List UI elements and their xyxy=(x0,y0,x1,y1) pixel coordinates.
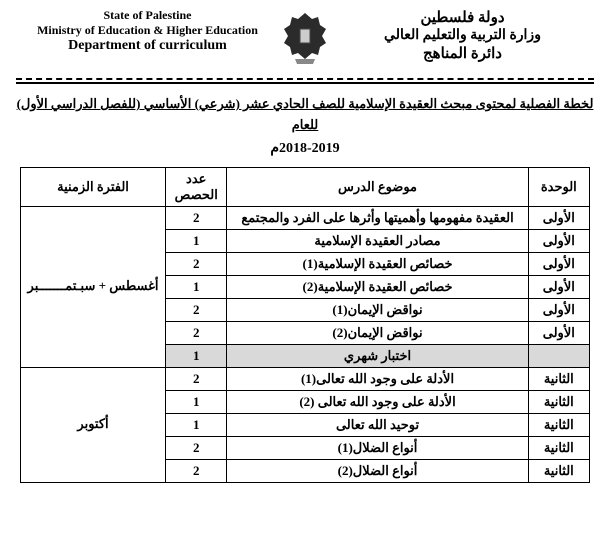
cell-count: 1 xyxy=(166,275,227,298)
cell-topic: أنواع الضلال(1) xyxy=(227,436,528,459)
cell-count: 2 xyxy=(166,298,227,321)
cell-topic: اختبار شهري xyxy=(227,344,528,367)
cell-topic: العقيدة مفهومها وأهميتها وأثرها على الفر… xyxy=(227,206,528,229)
cell-topic: خصائص العقيدة الإسلامية(1) xyxy=(227,252,528,275)
cell-topic: أنواع الضلال(2) xyxy=(227,459,528,482)
cell-topic: توحيد الله تعالى xyxy=(227,413,528,436)
cell-unit: الأولى xyxy=(528,321,589,344)
cell-unit xyxy=(528,344,589,367)
cell-topic: الأدلة على وجود الله تعالى (2) xyxy=(227,390,528,413)
cell-count: 2 xyxy=(166,459,227,482)
header-right-block: دولة فلسطين وزارة التربية والتعليم العال… xyxy=(335,8,590,63)
cell-topic: الأدلة على وجود الله تعالى(1) xyxy=(227,367,528,390)
header-left-block: State of Palestine Ministry of Education… xyxy=(20,8,275,54)
divider-solid xyxy=(16,82,594,84)
cell-count: 2 xyxy=(166,436,227,459)
cell-topic: مصادر العقيدة الإسلامية xyxy=(227,229,528,252)
cell-topic: نواقض الإيمان(1) xyxy=(227,298,528,321)
cell-count: 1 xyxy=(166,413,227,436)
ministry-line-en: Ministry of Education & Higher Education xyxy=(20,23,275,38)
cell-count: 1 xyxy=(166,229,227,252)
department-line-en: Department of curriculum xyxy=(20,38,275,54)
table-row: الأولىالعقيدة مفهومها وأهميتها وأثرها عل… xyxy=(21,206,590,229)
col-header-topic: موضوع الدرس xyxy=(227,167,528,206)
cell-period: أغسطس + سبـتمـــــــبر xyxy=(21,206,166,367)
ministry-line-ar: وزارة التربية والتعليم العالي xyxy=(335,27,590,44)
cell-unit: الأولى xyxy=(528,275,589,298)
col-header-unit: الوحدة xyxy=(528,167,589,206)
cell-unit: الأولى xyxy=(528,252,589,275)
state-line-ar: دولة فلسطين xyxy=(335,8,590,27)
department-line-ar: دائرة المناهج xyxy=(335,44,590,63)
cell-count: 2 xyxy=(166,252,227,275)
table-header-row: الوحدة موضوع الدرس عدد الحصص الفترة الزم… xyxy=(21,167,590,206)
state-line-en: State of Palestine xyxy=(20,8,275,23)
cell-topic: نواقض الإيمان(2) xyxy=(227,321,528,344)
cell-unit: الثانية xyxy=(528,390,589,413)
cell-count: 1 xyxy=(166,344,227,367)
cell-count: 2 xyxy=(166,367,227,390)
divider-dashed xyxy=(16,78,594,80)
cell-unit: الأولى xyxy=(528,298,589,321)
state-emblem-icon xyxy=(275,8,335,68)
cell-topic: خصائص العقيدة الإسلامية(2) xyxy=(227,275,528,298)
col-header-period: الفترة الزمنية xyxy=(21,167,166,206)
table-row: الثانيةالأدلة على وجود الله تعالى(1)2أكت… xyxy=(21,367,590,390)
curriculum-table: الوحدة موضوع الدرس عدد الحصص الفترة الزم… xyxy=(20,167,590,483)
cell-unit: الأولى xyxy=(528,206,589,229)
document-title: لخطة الفصلية لمحتوى مبحث العقيدة الإسلام… xyxy=(0,90,610,140)
cell-unit: الثانية xyxy=(528,459,589,482)
cell-unit: الأولى xyxy=(528,229,589,252)
cell-count: 2 xyxy=(166,206,227,229)
col-header-count: عدد الحصص xyxy=(166,167,227,206)
document-header: State of Palestine Ministry of Education… xyxy=(0,0,610,72)
cell-count: 1 xyxy=(166,390,227,413)
academic-year: 2018-2019م xyxy=(0,140,610,157)
cell-unit: الثانية xyxy=(528,413,589,436)
cell-unit: الثانية xyxy=(528,436,589,459)
cell-count: 2 xyxy=(166,321,227,344)
cell-period: أكتوبر xyxy=(21,367,166,482)
cell-unit: الثانية xyxy=(528,367,589,390)
